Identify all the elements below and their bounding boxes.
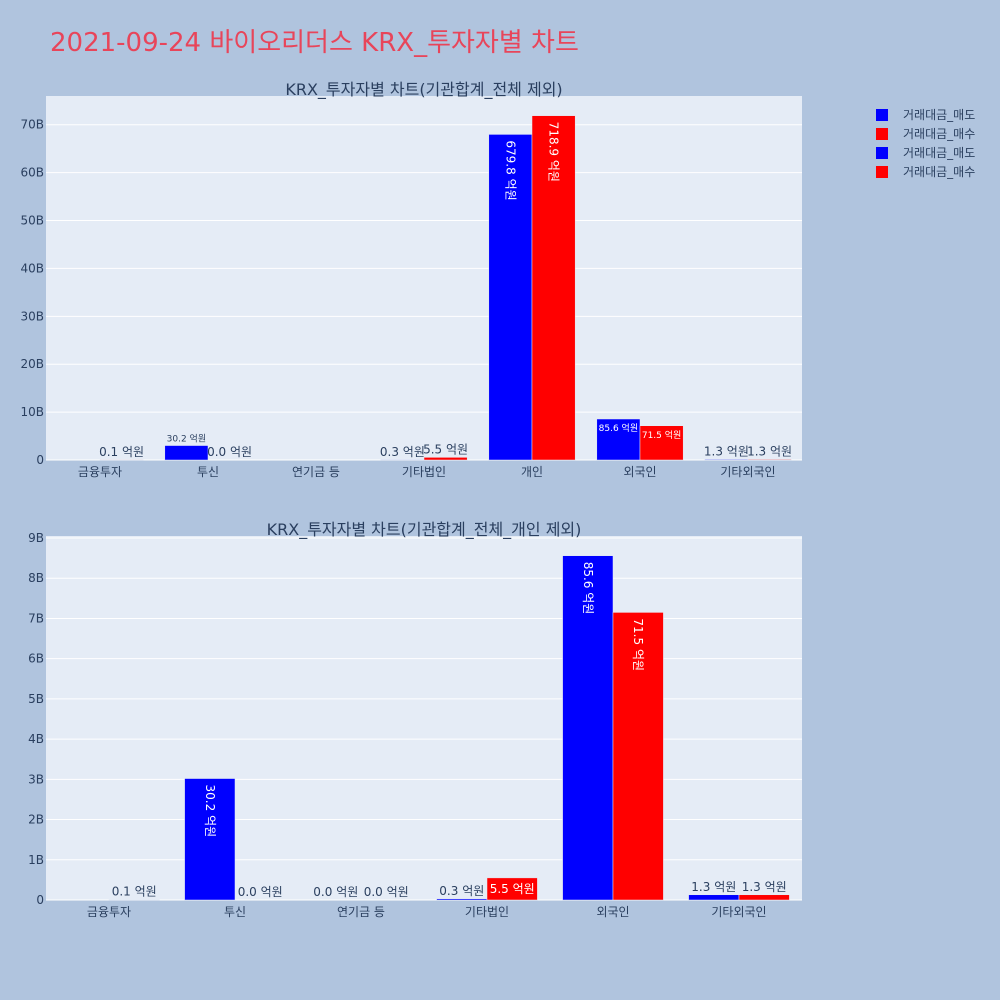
- data-label: 679.8 억원: [503, 140, 517, 200]
- data-label: 85.6 억원: [581, 562, 595, 615]
- bar: [423, 457, 468, 461]
- x-tick-label: 기타법인: [402, 465, 446, 479]
- y-tick-label: 60B: [20, 166, 44, 180]
- bar: [164, 445, 209, 461]
- x-tick-label: 금융투자: [78, 465, 122, 479]
- data-label: 5.5 억원: [423, 442, 468, 456]
- bar: [704, 459, 749, 461]
- y-tick-label: 1B: [28, 853, 44, 867]
- data-label: 0.0 억원: [207, 445, 252, 459]
- data-label: 30.2 억원: [203, 785, 217, 838]
- bar: [486, 877, 538, 901]
- chart-title: KRX_투자자별 차트(기관합계_전체 제외): [285, 80, 562, 100]
- data-label: 0.0 억원: [313, 885, 358, 899]
- x-tick-label: 투신: [197, 465, 219, 479]
- data-label: 71.5 억원: [642, 429, 681, 441]
- y-tick-label: 2B: [28, 813, 44, 827]
- x-tick-label: 기타외국인: [711, 905, 766, 919]
- y-tick-label: 50B: [20, 214, 44, 228]
- legend-swatch[interactable]: [876, 147, 888, 159]
- y-tick-label: 8B: [28, 571, 44, 585]
- y-tick-label: 6B: [28, 652, 44, 666]
- y-tick-label: 20B: [20, 357, 44, 371]
- x-tick-label: 연기금 등: [292, 465, 340, 479]
- y-tick-label: 70B: [20, 118, 44, 132]
- x-tick-label: 외국인: [623, 465, 656, 479]
- legend-item-label[interactable]: 거래대금_매도: [903, 108, 975, 122]
- bar: [596, 418, 641, 461]
- y-tick-label: 4B: [28, 732, 44, 746]
- y-tick-label: 3B: [28, 772, 44, 786]
- plot-area: [46, 96, 802, 460]
- y-tick-label: 40B: [20, 261, 44, 275]
- x-tick-label: 연기금 등: [337, 905, 385, 919]
- y-tick-label: 30B: [20, 309, 44, 323]
- y-tick-label: 10B: [20, 405, 44, 419]
- data-label: 30.2 억원: [167, 433, 206, 445]
- y-tick-label: 7B: [28, 611, 44, 625]
- page-title: 2021-09-24 바이오리더스 KRX_투자자별 차트: [50, 28, 579, 58]
- bar: [184, 778, 236, 901]
- data-label: 1.3 억원: [747, 444, 792, 458]
- bar: [747, 459, 792, 461]
- data-label: 1.3 억원: [704, 444, 749, 458]
- data-label: 0.1 억원: [99, 445, 144, 459]
- data-label: 0.1 억원: [112, 885, 157, 899]
- chart-title: KRX_투자자별 차트(기관합계_전체_개인 제외): [267, 520, 582, 540]
- legend-item-label[interactable]: 거래대금_매수: [903, 165, 975, 179]
- bar: [688, 894, 740, 901]
- data-label: 1.3 억원: [742, 880, 787, 894]
- data-label: 5.5 억원: [490, 882, 535, 896]
- y-tick-label: 0: [36, 453, 44, 467]
- chart-2: 0 1B 2B 3B 4B 5B 6B 7B 8B 9B KRX_투자자별 차트(기관합계_전체_개…: [28, 520, 802, 919]
- x-tick-label: 투신: [224, 905, 246, 919]
- chart-1: 0 10B 20B 30B 40B 50B 60B 70B KRX_투자자별 차트(기관합계_전…: [20, 80, 802, 479]
- data-label: 85.6 억원: [599, 422, 638, 434]
- legend-item-label[interactable]: 거래대금_매수: [903, 127, 975, 141]
- bar: [531, 115, 576, 461]
- data-label: 0.0 억원: [364, 885, 409, 899]
- bar: [562, 555, 614, 901]
- y-tick-label: 5B: [28, 692, 44, 706]
- bar: [639, 425, 684, 461]
- x-tick-label: 개인: [521, 465, 543, 479]
- bar: [612, 612, 664, 901]
- bar: [488, 134, 533, 461]
- data-label: 0.0 억원: [238, 885, 283, 899]
- data-label: 0.3 억원: [439, 884, 484, 898]
- x-tick-label: 기타법인: [465, 905, 509, 919]
- x-tick-label: 금융투자: [87, 905, 131, 919]
- bar: [436, 898, 488, 901]
- x-tick-label: 외국인: [596, 905, 629, 919]
- data-label: 718.9 억원: [547, 122, 561, 182]
- x-tick-label: 기타외국인: [720, 465, 775, 479]
- y-tick-label: 9B: [28, 531, 44, 545]
- legend-swatch[interactable]: [876, 109, 888, 121]
- data-label: 1.3 억원: [691, 880, 736, 894]
- bar: [738, 894, 790, 901]
- y-tick-label: 0: [36, 893, 44, 907]
- data-label: 71.5 억원: [631, 618, 645, 671]
- data-label: 0.3 억원: [380, 445, 425, 459]
- legend-swatch[interactable]: [876, 128, 888, 140]
- legend-swatch[interactable]: [876, 166, 888, 178]
- legend-item-label[interactable]: 거래대금_매도: [903, 146, 975, 160]
- plot-area: [46, 536, 802, 900]
